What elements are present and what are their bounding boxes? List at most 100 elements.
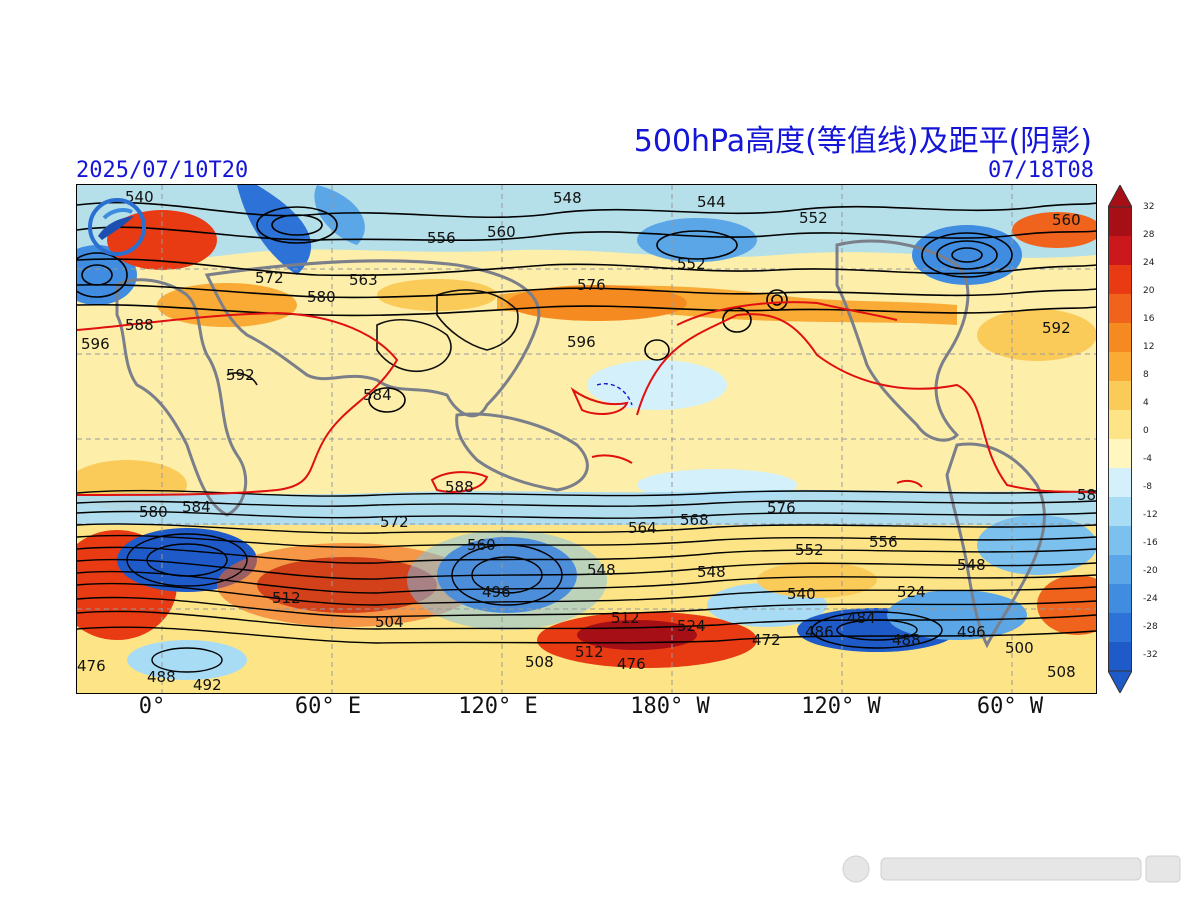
anomaly-colorbar	[1108, 185, 1132, 693]
contour-label: 488	[147, 668, 176, 686]
contour-label: 548	[957, 556, 986, 574]
contour-label: 548	[553, 189, 582, 207]
colorbar-swatch	[1108, 236, 1132, 266]
contour-label: 486	[805, 623, 834, 641]
contour-label: 588	[445, 478, 474, 496]
lon-label-120w: 120° W	[801, 694, 881, 719]
colorbar-extend-top	[1108, 185, 1132, 208]
contour-label: 476	[617, 655, 646, 673]
contour-label: 576	[767, 499, 796, 517]
contour-label: 596	[81, 335, 110, 353]
contour-label: 524	[677, 617, 706, 635]
contour-label: 552	[677, 255, 706, 273]
contour-label: 592	[1042, 319, 1071, 337]
contour-label: 512	[272, 589, 301, 607]
contour-label: 524	[897, 583, 926, 601]
colorbar-tick-label: -12	[1143, 510, 1158, 520]
contour-label: 588	[125, 316, 154, 334]
lon-label-60e: 60° E	[294, 694, 362, 719]
colorbar-swatch	[1108, 584, 1132, 614]
colorbar-tick-label: -32	[1143, 650, 1158, 660]
contour-label: 564	[628, 519, 657, 537]
contour-label: 560	[487, 223, 516, 241]
contour-label: 560	[467, 536, 496, 554]
colorbar-tick-label: -8	[1143, 482, 1152, 492]
height-anomaly-map: 540 548 544 552 560 556 560 572 563 580 …	[77, 185, 1096, 693]
contour-label: 540	[787, 585, 816, 603]
colorbar-swatch	[1108, 642, 1132, 672]
contour-label: 560	[1052, 211, 1081, 229]
valid-time-label: 07/18T08	[988, 158, 1094, 183]
contour-label: 548	[697, 563, 726, 581]
contour-label: 563	[349, 271, 378, 289]
colorbar-swatch	[1108, 381, 1132, 411]
colorbar-tick-label: 32	[1143, 202, 1155, 212]
colorbar-tick-label: -20	[1143, 566, 1158, 576]
colorbar-tick-label: -24	[1143, 594, 1158, 604]
colorbar-swatch	[1108, 410, 1132, 440]
colorbar-tick-label: 8	[1143, 370, 1149, 380]
contour-label: 484	[847, 609, 876, 627]
colorbar-tick-label: 0	[1143, 426, 1149, 436]
contour-label: 588	[1077, 486, 1096, 504]
colorbar-swatch	[1108, 439, 1132, 469]
colorbar-tick-label: 12	[1143, 342, 1155, 352]
contour-label: 512	[575, 643, 604, 661]
colorbar-tick-label: 20	[1143, 286, 1155, 296]
lon-label-180: 180° W	[630, 694, 710, 719]
colorbar-swatch	[1108, 294, 1132, 324]
colorbar-tick-label: -4	[1143, 454, 1152, 464]
lon-label-120e: 120° E	[458, 694, 538, 719]
lon-label-0: 0°	[138, 694, 166, 719]
colorbar-swatch	[1108, 265, 1132, 295]
contour-label: 584	[182, 498, 211, 516]
contour-label: 508	[525, 653, 554, 671]
contour-label: 568	[680, 511, 709, 529]
contour-label: 556	[869, 533, 898, 551]
map-panel: 540 548 544 552 560 556 560 572 563 580 …	[76, 184, 1097, 694]
contour-label: 512	[611, 609, 640, 627]
contour-label: 496	[482, 583, 511, 601]
contour-label: 504	[375, 613, 404, 631]
lon-label-60w: 60° W	[976, 694, 1044, 719]
contour-label: 580	[307, 288, 336, 306]
contour-label: 492	[193, 676, 222, 693]
colorbar-tick-label: 4	[1143, 398, 1149, 408]
colorbar-swatch	[1108, 526, 1132, 556]
contour-label: 552	[795, 541, 824, 559]
contour-label: 488	[892, 631, 921, 649]
contour-label: 540	[125, 188, 154, 206]
contour-label: 572	[255, 269, 284, 287]
platform-watermark-icon	[842, 855, 1181, 883]
colorbar-swatch	[1108, 207, 1132, 237]
contour-label: 572	[380, 513, 409, 531]
colorbar-swatch	[1108, 497, 1132, 527]
colorbar-tick-label: -16	[1143, 538, 1158, 548]
colorbar-swatch	[1108, 555, 1132, 585]
contour-label: 556	[427, 229, 456, 247]
colorbar-tick-label: 28	[1143, 230, 1155, 240]
colorbar-tick-label: 24	[1143, 258, 1155, 268]
colorbar-swatch	[1108, 323, 1132, 353]
contour-label: 584	[363, 386, 392, 404]
colorbar-swatch	[1108, 613, 1132, 643]
contour-label: 496	[957, 623, 986, 641]
contour-label: 476	[77, 657, 106, 675]
contour-label: 508	[1047, 663, 1076, 681]
contour-label: 580	[139, 503, 168, 521]
contour-label: 576	[577, 276, 606, 294]
colorbar-swatch	[1108, 468, 1132, 498]
colorbar-tick-label: -28	[1143, 622, 1158, 632]
chart-title: 500hPa高度(等值线)及距平(阴影)	[633, 124, 1092, 159]
contour-label: 500	[1005, 639, 1034, 657]
contour-label: 548	[587, 561, 616, 579]
colorbar-swatch	[1108, 352, 1132, 382]
contour-label: 552	[799, 209, 828, 227]
contour-label: 472	[752, 631, 781, 649]
contour-label: 596	[567, 333, 596, 351]
weather-agency-logo-icon	[88, 198, 146, 256]
colorbar-extend-bottom	[1108, 670, 1132, 693]
contour-label: 544	[697, 193, 726, 211]
colorbar-tick-label: 16	[1143, 314, 1155, 324]
contour-label: 592	[226, 366, 255, 384]
